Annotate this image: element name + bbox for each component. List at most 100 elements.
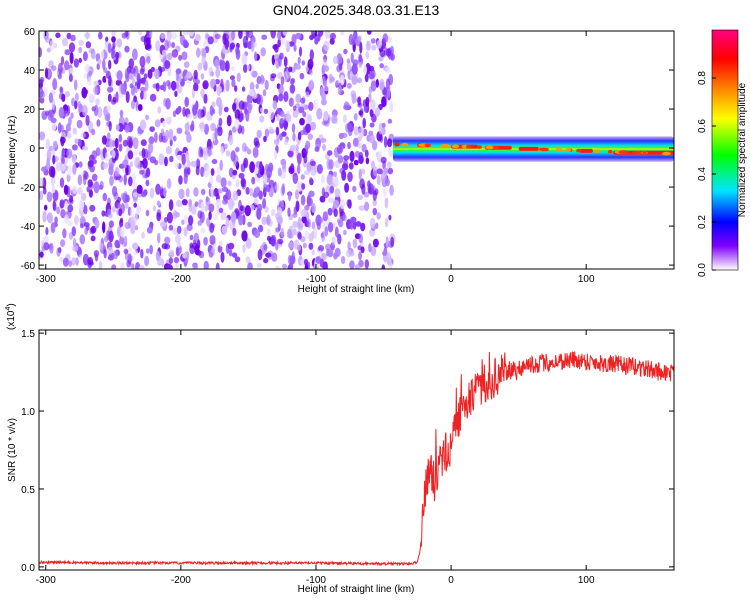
noise-speckle [309, 69, 313, 76]
noise-speckle [190, 160, 197, 167]
noise-speckle [118, 133, 123, 143]
noise-speckle [222, 199, 229, 205]
noise-speckle [379, 63, 385, 69]
noise-speckle [243, 63, 248, 73]
noise-speckle [307, 114, 312, 125]
noise-speckle [263, 135, 267, 143]
noise-speckle [109, 175, 114, 187]
colorbar: 0.0 0.2 0.4 0.6 0.8 Normalized spectral ampl… [697, 29, 748, 277]
noise-speckle [231, 79, 236, 88]
noise-speckle [101, 135, 107, 145]
noise-speckle [300, 97, 306, 104]
noise-speckle [169, 155, 174, 163]
signal-speckle [401, 142, 409, 147]
noise-speckle [209, 222, 215, 233]
noise-speckle [319, 217, 324, 223]
noise-speckle [256, 262, 262, 268]
noise-speckle [87, 77, 92, 86]
noise-speckle [220, 177, 227, 188]
noise-speckle [181, 51, 188, 61]
noise-speckle [292, 132, 296, 142]
noise-speckle [197, 62, 203, 71]
noise-speckle [96, 63, 100, 70]
noise-speckle [307, 218, 311, 229]
noise-speckle [188, 31, 195, 37]
noise-speckle [329, 185, 335, 194]
noise-speckle [217, 126, 223, 137]
noise-speckle [259, 115, 265, 123]
noise-speckle [171, 32, 178, 40]
noise-speckle [98, 184, 103, 190]
noise-speckle [131, 263, 135, 269]
noise-speckle [193, 187, 199, 197]
noise-speckle [369, 108, 374, 118]
noise-speckle [256, 129, 262, 139]
noise-speckle [378, 123, 383, 135]
noise-speckle [57, 73, 62, 80]
noise-speckle [279, 110, 285, 118]
noise-speckle [73, 58, 79, 68]
noise-speckle [219, 159, 223, 171]
noise-speckle [387, 254, 392, 266]
noise-speckle [350, 52, 354, 64]
noise-speckle [306, 194, 311, 207]
noise-speckle [48, 166, 55, 178]
noise-speckle [83, 73, 87, 79]
noise-speckle [313, 98, 318, 110]
noise-speckle [217, 85, 222, 94]
noise-speckle [183, 214, 188, 225]
noise-speckle [108, 163, 114, 175]
noise-speckle [107, 42, 112, 54]
noise-speckle [178, 188, 185, 200]
noise-speckle [303, 258, 309, 266]
noise-speckle [75, 257, 79, 266]
noise-speckle [60, 239, 66, 248]
noise-speckle [133, 249, 139, 256]
noise-speckle [68, 73, 73, 82]
noise-speckle [260, 107, 264, 113]
noise-speckle [235, 146, 240, 153]
noise-speckle [268, 108, 275, 121]
noise-speckle [95, 98, 100, 106]
noise-speckle [137, 79, 143, 85]
noise-speckle [372, 207, 378, 216]
noise-speckle [126, 164, 131, 176]
noise-speckle [40, 239, 44, 247]
noise-speckle [386, 85, 391, 91]
noise-speckle [308, 101, 314, 111]
noise-speckle [171, 42, 176, 49]
noise-speckle [209, 104, 214, 116]
noise-speckle [310, 160, 316, 166]
noise-speckle [221, 225, 228, 235]
noise-speckle [270, 31, 276, 39]
noise-speckle [137, 163, 144, 170]
noise-speckle [143, 90, 147, 101]
noise-speckle [116, 38, 123, 48]
noise-speckle [78, 254, 83, 260]
noise-speckle [200, 227, 206, 234]
x-tick-label: -100 [306, 575, 326, 586]
noise-speckle [382, 33, 389, 43]
noise-speckle [307, 58, 314, 70]
noise-speckle [203, 170, 210, 178]
noise-speckle [149, 187, 155, 199]
signal-speckle [485, 145, 494, 150]
noise-speckle [140, 90, 144, 100]
noise-speckle [305, 64, 309, 73]
noise-speckle [232, 103, 237, 111]
noise-speckle [165, 129, 170, 140]
noise-speckle [350, 90, 357, 99]
noise-speckle [120, 83, 126, 95]
noise-speckle [139, 55, 146, 68]
noise-speckle [295, 63, 301, 70]
noise-speckle [296, 152, 302, 165]
noise-speckle [262, 198, 267, 209]
noise-speckle [149, 244, 154, 255]
noise-speckle [148, 136, 155, 145]
noise-speckle [149, 93, 157, 102]
noise-speckle [292, 105, 297, 111]
noise-speckle [332, 199, 340, 209]
noise-speckle [258, 224, 264, 233]
noise-speckle [369, 217, 376, 228]
noise-speckle [107, 86, 113, 94]
